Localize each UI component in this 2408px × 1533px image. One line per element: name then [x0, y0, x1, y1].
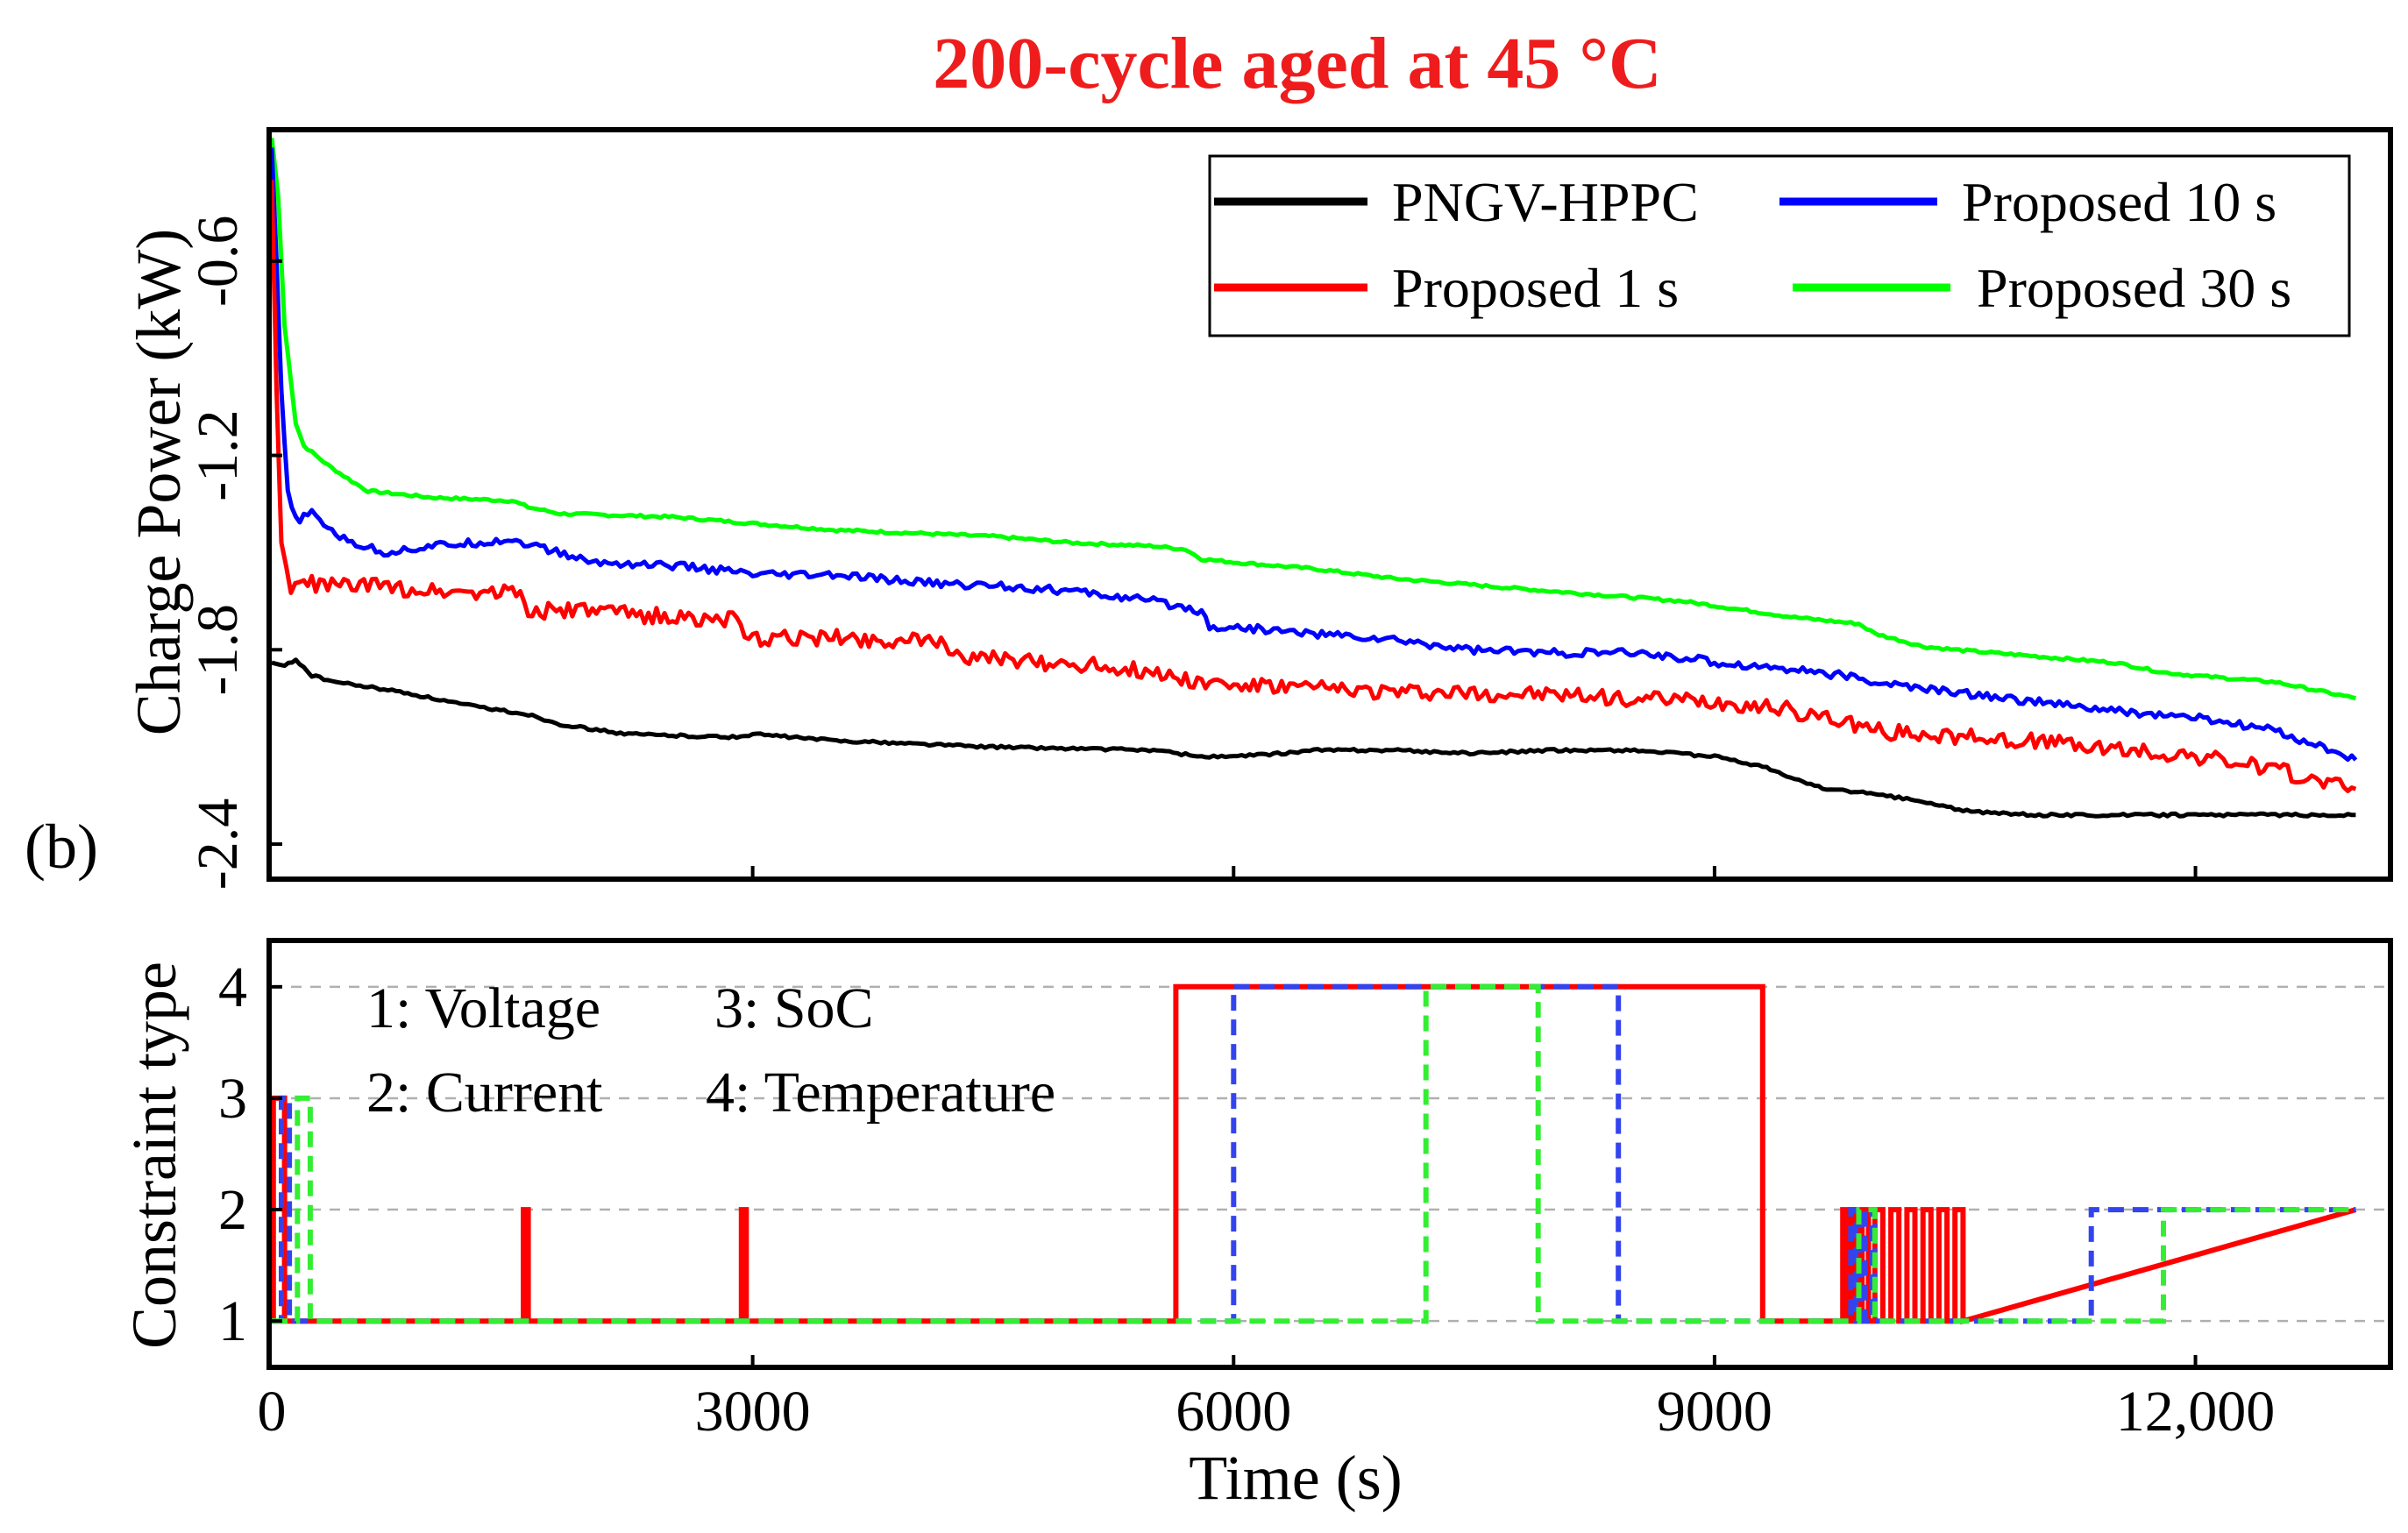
bottom-ytick-label: 4 [218, 955, 247, 1019]
series-line-red [269, 180, 2357, 793]
annotation-current: 2: Current [366, 1061, 602, 1125]
bottom-ytick-label: 1 [218, 1289, 247, 1353]
series-line-blue [269, 147, 2358, 763]
charge-power-series [269, 138, 2358, 819]
annotation-temperature: 4: Temperature [706, 1061, 1055, 1125]
legend-label-prop1: Proposed 1 s [1392, 257, 1679, 319]
bottom-xtick-label: 0 [258, 1380, 287, 1444]
figure-title: 200-cycle aged at 45 °C [933, 23, 1661, 104]
constraint-type-series [270, 983, 2357, 1325]
legend-label-prop30: Proposed 30 s [1977, 257, 2291, 319]
bottom-ytick-label: 2 [218, 1178, 247, 1242]
bottom-ytick-label: 3 [218, 1067, 247, 1131]
series-line-green [269, 138, 2356, 701]
panel-label: (b) [25, 812, 98, 882]
constraint-legend-annotations: 1: Voltage 3: SoC 2: Current 4: Temperat… [366, 976, 1055, 1125]
bottom-xtick-label: 6000 [1176, 1380, 1291, 1444]
top-ytick-label: -2.4 [186, 798, 250, 890]
constraint-type-frame [266, 938, 2393, 1370]
legend: PNGV-HPPC Proposed 10 s Proposed 1 s Pro… [1208, 154, 2351, 337]
legend-box [1208, 154, 2351, 337]
x-axis-title: Time (s) [1189, 1443, 1402, 1513]
constraint-line-green [272, 983, 2356, 1324]
charge-power-ylabel: Charge Power (kW) [124, 229, 194, 736]
bottom-xtick-label: 12,000 [2116, 1380, 2276, 1444]
bottom-xtick-label: 3000 [695, 1380, 811, 1444]
top-ytick-label: -1.2 [186, 409, 250, 500]
annotation-soc: 3: SoC [714, 976, 874, 1040]
series-line-black [271, 657, 2356, 819]
constraint-type-ylabel: Constraint type [119, 962, 189, 1349]
charge-power-frame [266, 127, 2393, 882]
annotation-voltage: 1: Voltage [366, 976, 600, 1040]
top-ytick-label: -0.6 [186, 216, 250, 307]
legend-label-pngv: PNGV-HPPC [1392, 171, 1699, 233]
constraint-type-axes: 1 2 3 4 0 3000 6000 9000 12,000 [218, 955, 2275, 1444]
charge-power-plot: -2.4 -1.8 -1.2 -0.6 Charge Power (kW) (b) P… [25, 127, 2393, 890]
top-ytick-label: -1.8 [186, 604, 250, 695]
charge-power-axes: -2.4 -1.8 -1.2 -0.6 [186, 216, 2198, 890]
legend-label-prop10: Proposed 10 s [1962, 171, 2277, 233]
bottom-xtick-label: 9000 [1657, 1380, 1772, 1444]
